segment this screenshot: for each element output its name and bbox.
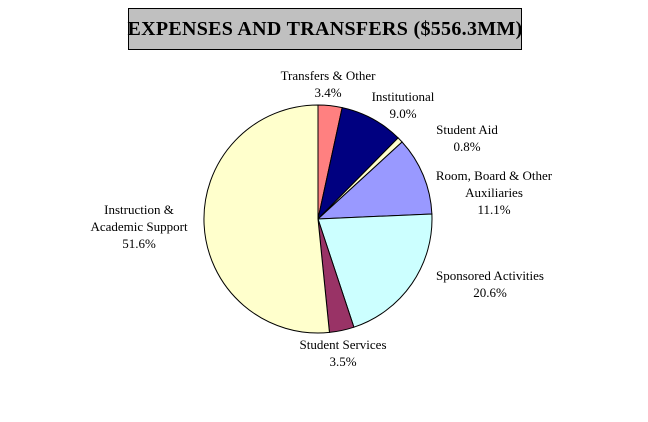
pie-callout-transfers-other: Transfers & Other 3.4% (281, 67, 376, 101)
pie-callout-student-aid: Student Aid 0.8% (436, 121, 498, 155)
slice-label: Academic Support (90, 219, 188, 234)
pie-slice-instruction-academic-support (203, 104, 330, 334)
slice-label: Transfers & Other (280, 68, 376, 83)
slice-label: Auxiliaries (465, 185, 523, 200)
slice-pct-label: 3.4% (314, 85, 342, 100)
slice-pct-label: 11.1% (477, 202, 511, 217)
slice-pct-label: 0.8% (453, 139, 481, 154)
slice-pct-label: 20.6% (473, 285, 507, 300)
slice-label: Institutional (371, 89, 435, 104)
slice-label: Room, Board & Other (435, 168, 553, 183)
slice-label: Student Aid (436, 122, 498, 137)
chart-title-box: EXPENSES AND TRANSFERS ($556.3MM) (127, 8, 523, 50)
pie-slice-room-board-other-auxiliaries (316, 141, 433, 220)
slice-label: Instruction & (104, 202, 174, 217)
slice-pct-label: 9.0% (389, 106, 417, 121)
pie-callout-sponsored-activities: Sponsored Activities 20.6% (436, 267, 544, 301)
slice-label: Student Services (299, 337, 387, 352)
pie-slice-sponsored-activities (317, 213, 433, 328)
pie-callout-institutional: Institutional 9.0% (372, 88, 435, 122)
pie-callout-student-services: Student Services 3.5% (299, 336, 386, 370)
pie-callout-room-board-auxiliaries: Room, Board & Other Auxiliaries 11.1% (436, 167, 552, 218)
chart-title: EXPENSES AND TRANSFERS ($556.3MM) (127, 17, 523, 40)
slice-pct-label: 51.6% (122, 236, 156, 251)
slice-pct-label: 3.5% (329, 354, 357, 369)
pie-callout-instruction-academic-support: Instruction & Academic Support 51.6% (90, 201, 187, 252)
slice-label: Sponsored Activities (436, 268, 544, 283)
